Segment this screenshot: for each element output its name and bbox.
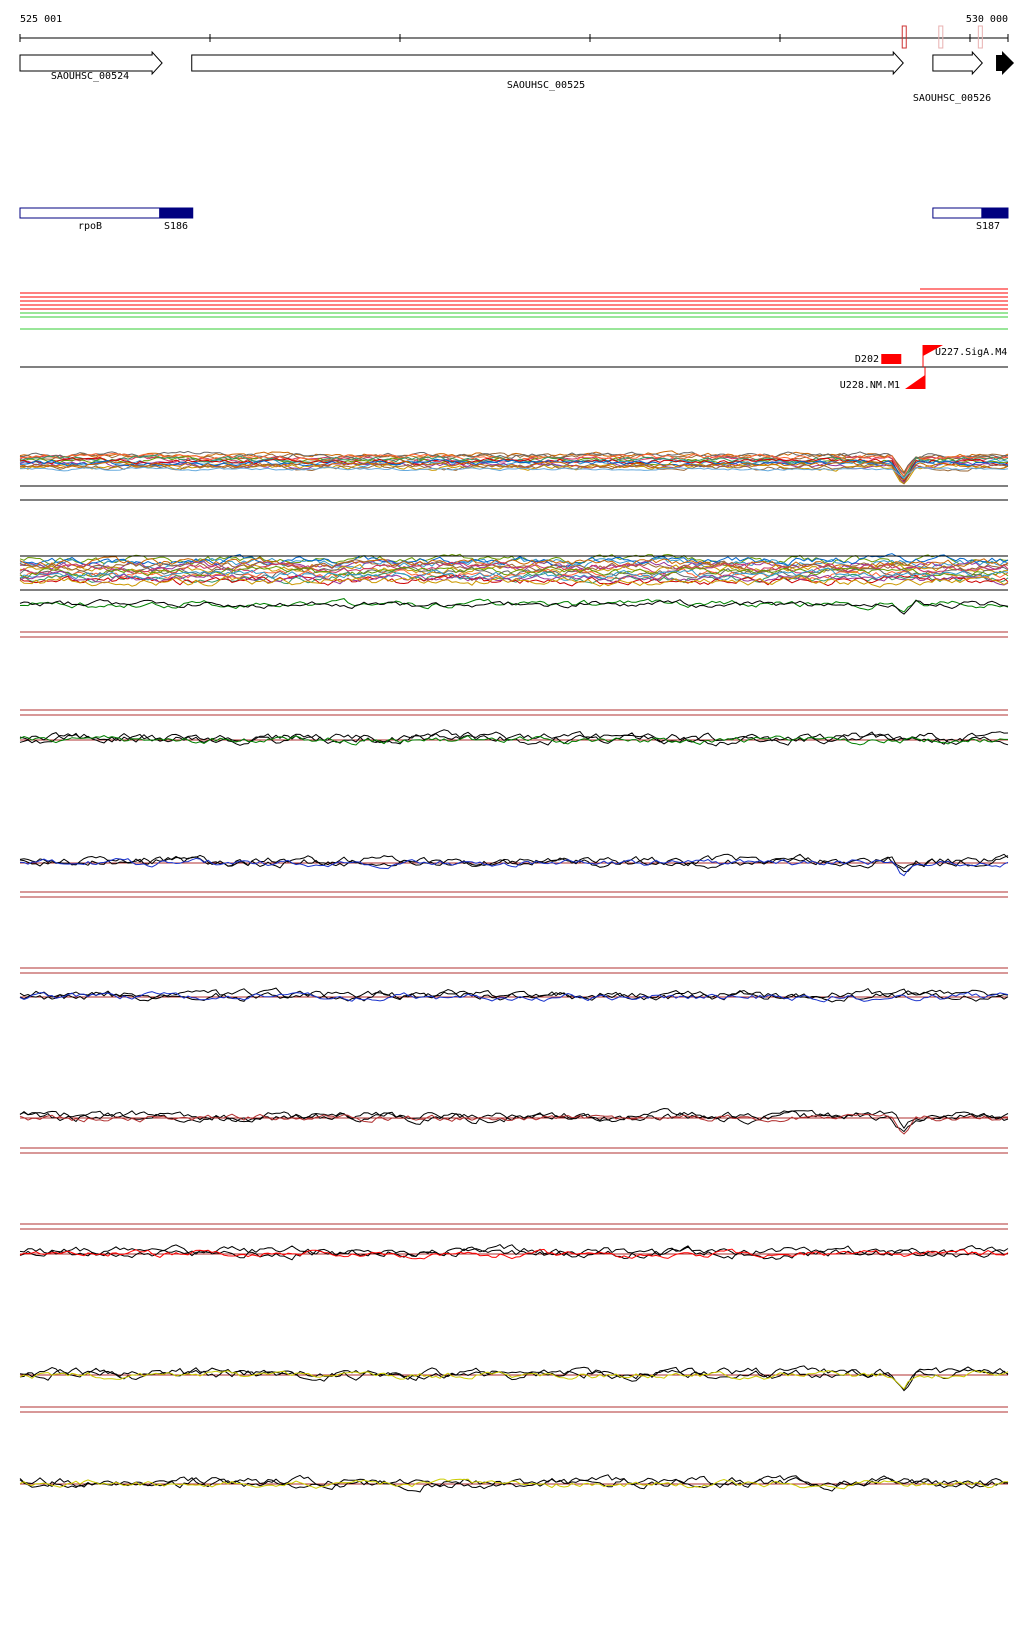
promoter-label-u228: U228.NM.M1 <box>840 380 900 391</box>
signal-trace <box>19 559 1009 573</box>
signal-track-3 <box>19 709 1009 747</box>
ruler: 525 001 530 000 <box>19 14 1009 49</box>
signal-trace <box>19 567 1009 581</box>
gene-label-saouhsc-00524: SAOUHSC_00524 <box>51 71 129 82</box>
signal-trace <box>19 574 1009 588</box>
signal-track-2 <box>19 553 1009 638</box>
ruler-markers <box>901 25 983 49</box>
signal-trace <box>19 991 1009 1003</box>
ruler-ticks <box>19 34 1009 42</box>
signal-trace <box>19 561 1009 575</box>
signal-trace <box>19 458 1009 481</box>
promoter-label-u227: U227.SigA.M4 <box>935 347 1007 358</box>
signal-trace <box>19 598 1009 615</box>
signal-trace <box>19 987 1009 1002</box>
signal-trace <box>19 466 1009 479</box>
segment-track: rpoB S186 S187 <box>19 207 1009 232</box>
expression-signal-tracks <box>19 450 1009 1493</box>
promoter-track: D202 U227.SigA.M4 U228.NM.M1 <box>20 345 1008 391</box>
signal-track-1 <box>19 450 1009 501</box>
signal-track-4 <box>19 853 1009 898</box>
signal-trace <box>19 1369 1009 1390</box>
segment-label-s187: S187 <box>976 221 1000 232</box>
ruler-marker-2 <box>977 25 983 49</box>
signal-trace <box>19 571 1009 585</box>
segment-label-s186: S186 <box>164 221 188 232</box>
signal-trace <box>19 1478 1009 1490</box>
signal-trace <box>19 460 1009 481</box>
signal-trace <box>19 450 1008 475</box>
segment-s187-dark <box>981 208 1008 218</box>
signal-trace <box>19 1365 1009 1392</box>
gene-saouhsc-00526-arrow <box>932 50 983 76</box>
signal-trace <box>19 729 1009 746</box>
signal-trace <box>19 574 1009 587</box>
signal-trace <box>19 1245 1009 1261</box>
ruler-end-label: 530 000 <box>966 14 1008 25</box>
signal-trace <box>19 1475 1009 1489</box>
signal-trace <box>19 1110 1009 1133</box>
signal-trace <box>19 460 1009 483</box>
signal-trace <box>19 556 1009 570</box>
signal-trace <box>19 857 1009 877</box>
gene-label-saouhsc-00525: SAOUHSC_00525 <box>507 80 585 91</box>
signal-track-6 <box>19 1107 1009 1154</box>
signal-track-8 <box>19 1365 1009 1413</box>
signal-trace <box>19 854 1009 873</box>
ruler-marker-1 <box>938 25 944 49</box>
segment-rpob-dark <box>159 208 193 218</box>
signal-trace <box>19 735 1008 746</box>
segment-label-rpob: rpoB <box>78 221 102 232</box>
signal-trace <box>19 553 1009 568</box>
signal-track-9 <box>19 1474 1009 1493</box>
signal-trace <box>19 568 1009 581</box>
signal-track-5 <box>19 967 1009 1003</box>
signal-trace <box>19 1244 1009 1259</box>
signal-trace <box>19 1366 1009 1391</box>
ruler-start-label: 525 001 <box>20 14 62 25</box>
signal-trace <box>19 452 1009 478</box>
gene-label-saouhsc-00526: SAOUHSC_00526 <box>913 93 991 104</box>
promoter-d202-glyph <box>881 354 902 364</box>
gene-saouhsc-00525-arrow <box>191 50 904 76</box>
gene-track: SAOUHSC_00524 SAOUHSC_00525 SAOUHSC_0052… <box>19 50 1015 104</box>
partial-gene-arrow <box>996 51 1015 75</box>
promoter-label-d202: D202 <box>855 354 879 365</box>
ruler-marker-0 <box>901 25 907 49</box>
signal-trace <box>19 1474 1009 1493</box>
signal-trace <box>19 556 1009 570</box>
gene-saouhsc-00524-arrow <box>19 50 163 76</box>
signal-trace <box>19 1248 1009 1260</box>
signal-trace <box>19 562 1009 576</box>
signal-trace <box>19 1113 1008 1135</box>
signal-trace <box>19 988 1009 1003</box>
signal-track-7 <box>19 1223 1009 1261</box>
promoter-u228-glyph <box>905 375 926 389</box>
signal-trace <box>19 853 1009 869</box>
promoter-u227-glyph <box>923 345 944 367</box>
transcript-lines-track <box>20 288 1008 330</box>
signal-trace <box>19 462 1009 485</box>
